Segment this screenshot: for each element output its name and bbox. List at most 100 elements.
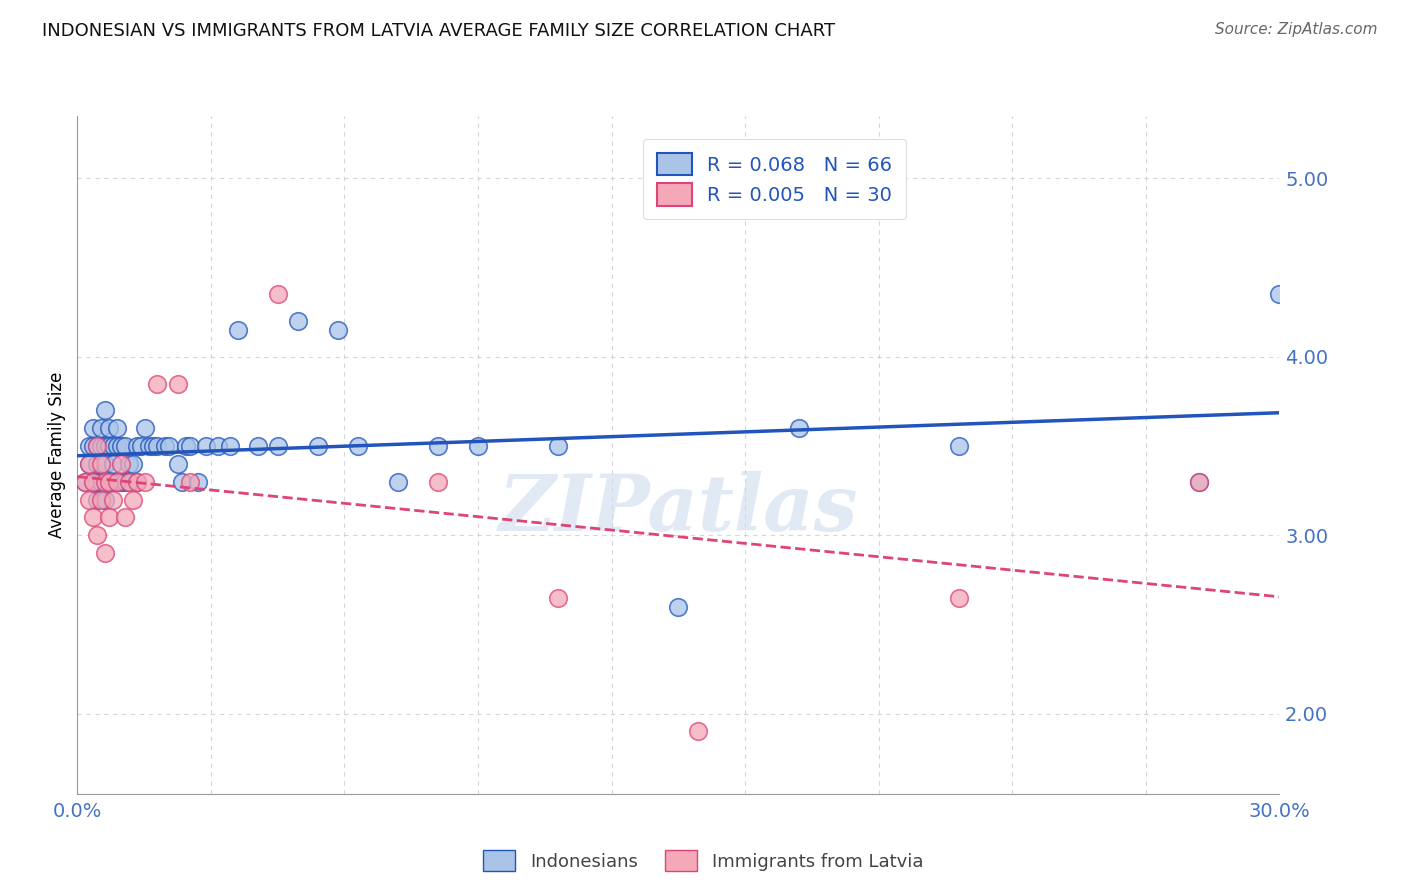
Point	[103, 439, 125, 453]
Point	[307, 439, 329, 453]
Point	[127, 475, 149, 489]
Point	[107, 439, 129, 453]
Point	[146, 439, 169, 453]
Point	[86, 475, 108, 489]
Point	[86, 457, 108, 471]
Point	[127, 439, 149, 453]
Point	[114, 475, 136, 489]
Point	[110, 439, 132, 453]
Point	[287, 314, 309, 328]
Point	[134, 421, 156, 435]
Point	[187, 475, 209, 489]
Point	[82, 421, 104, 435]
Point	[86, 492, 108, 507]
Point	[90, 439, 112, 453]
Point	[90, 492, 112, 507]
Point	[170, 475, 193, 489]
Point	[86, 528, 108, 542]
Point	[94, 439, 117, 453]
Point	[427, 439, 450, 453]
Point	[86, 439, 108, 453]
Legend: R = 0.068   N = 66, R = 0.005   N = 30: R = 0.068 N = 66, R = 0.005 N = 30	[643, 139, 905, 219]
Point	[668, 599, 690, 614]
Point	[94, 475, 117, 489]
Point	[94, 457, 117, 471]
Point	[787, 421, 810, 435]
Point	[94, 403, 117, 417]
Point	[142, 439, 165, 453]
Point	[79, 492, 101, 507]
Point	[547, 439, 569, 453]
Point	[166, 376, 188, 391]
Point	[122, 492, 145, 507]
Point	[127, 475, 149, 489]
Legend: Indonesians, Immigrants from Latvia: Indonesians, Immigrants from Latvia	[475, 843, 931, 879]
Point	[246, 439, 269, 453]
Point	[267, 439, 290, 453]
Point	[948, 439, 970, 453]
Point	[174, 439, 197, 453]
Point	[226, 323, 249, 337]
Point	[179, 439, 201, 453]
Point	[1268, 287, 1291, 301]
Point	[103, 475, 125, 489]
Point	[467, 439, 489, 453]
Point	[103, 457, 125, 471]
Point	[218, 439, 240, 453]
Point	[110, 457, 132, 471]
Point	[107, 475, 129, 489]
Point	[114, 510, 136, 524]
Point	[107, 475, 129, 489]
Point	[122, 457, 145, 471]
Point	[79, 439, 101, 453]
Point	[79, 457, 101, 471]
Y-axis label: Average Family Size: Average Family Size	[48, 372, 66, 538]
Point	[948, 591, 970, 605]
Point	[427, 475, 450, 489]
Point	[110, 475, 132, 489]
Point	[79, 457, 101, 471]
Point	[98, 421, 121, 435]
Text: Source: ZipAtlas.com: Source: ZipAtlas.com	[1215, 22, 1378, 37]
Point	[179, 475, 201, 489]
Point	[155, 439, 177, 453]
Point	[103, 492, 125, 507]
Point	[82, 510, 104, 524]
Text: INDONESIAN VS IMMIGRANTS FROM LATVIA AVERAGE FAMILY SIZE CORRELATION CHART: INDONESIAN VS IMMIGRANTS FROM LATVIA AVE…	[42, 22, 835, 40]
Point	[90, 457, 112, 471]
Point	[347, 439, 370, 453]
Point	[90, 421, 112, 435]
Point	[146, 376, 169, 391]
Point	[134, 475, 156, 489]
Point	[82, 439, 104, 453]
Point	[82, 475, 104, 489]
Point	[688, 724, 710, 739]
Point	[194, 439, 217, 453]
Point	[387, 475, 409, 489]
Point	[166, 457, 188, 471]
Point	[118, 475, 141, 489]
Point	[118, 457, 141, 471]
Point	[118, 475, 141, 489]
Point	[131, 439, 153, 453]
Point	[547, 591, 569, 605]
Point	[114, 439, 136, 453]
Point	[75, 475, 97, 489]
Point	[98, 439, 121, 453]
Point	[138, 439, 160, 453]
Point	[1188, 475, 1211, 489]
Point	[326, 323, 349, 337]
Point	[94, 546, 117, 560]
Text: ZIPatlas: ZIPatlas	[499, 471, 858, 548]
Point	[1188, 475, 1211, 489]
Point	[86, 439, 108, 453]
Point	[75, 475, 97, 489]
Point	[98, 475, 121, 489]
Point	[98, 475, 121, 489]
Point	[207, 439, 229, 453]
Point	[267, 287, 290, 301]
Point	[90, 475, 112, 489]
Point	[98, 510, 121, 524]
Point	[159, 439, 181, 453]
Point	[94, 492, 117, 507]
